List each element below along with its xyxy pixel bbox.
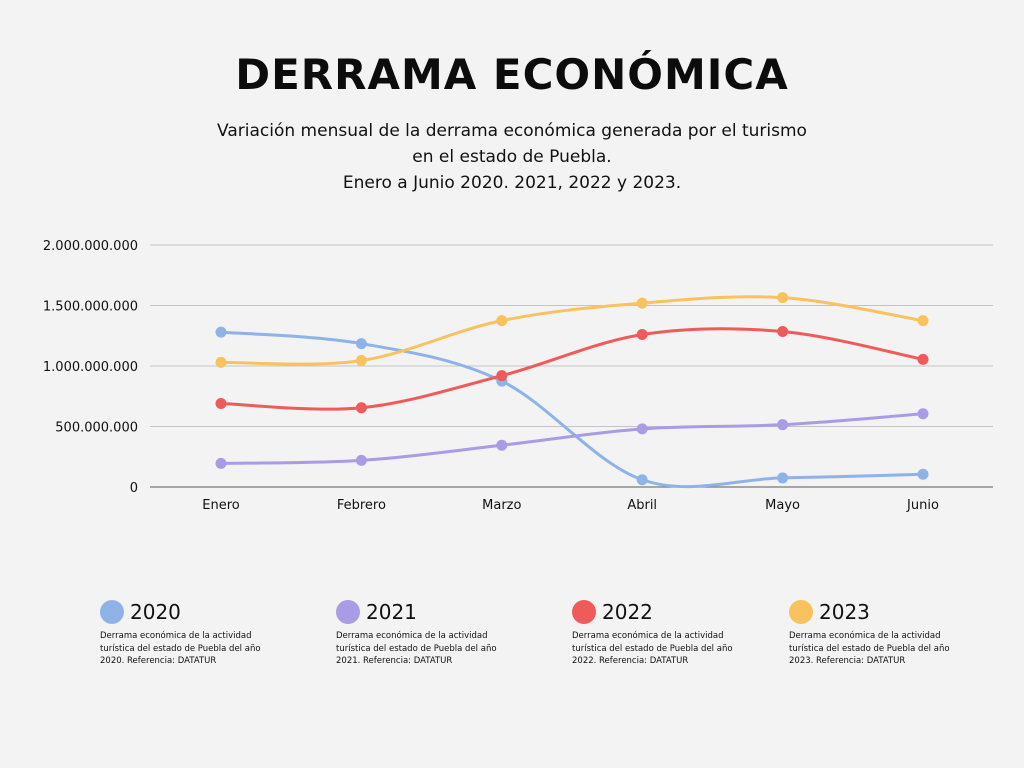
legend-description: Derrama económica de la actividad turíst…: [789, 631, 950, 666]
data-point-2020: [777, 472, 789, 484]
data-point-2023: [917, 315, 929, 327]
legend-color-dot: [789, 600, 813, 624]
data-point-2021: [636, 423, 648, 435]
data-point-2022: [636, 329, 648, 341]
data-point-2023: [355, 355, 367, 367]
subtitle-line: Variación mensual de la derrama económic…: [217, 121, 807, 141]
legend-year: 2022: [602, 600, 653, 624]
y-tick-label: 0: [130, 481, 138, 496]
x-tick-label: Junio: [906, 498, 939, 513]
data-point-2021: [777, 419, 789, 431]
chart-subtitle: Variación mensual de la derrama económic…: [162, 118, 862, 196]
legend-description: Derrama económica de la actividad turíst…: [336, 631, 497, 666]
legend-color-dot: [572, 600, 596, 624]
legend-year: 2021: [366, 600, 417, 624]
legend-color-dot: [336, 600, 360, 624]
data-point-2021: [355, 454, 367, 466]
line-chart: 0 500.000.000 1.000.000.000 1.500.000.000 2.…: [43, 239, 993, 513]
series-line-2020: [219, 330, 925, 489]
legend-year: 2023: [819, 600, 870, 624]
legend-description: Derrama económica de la actividad turíst…: [572, 631, 733, 666]
data-point-2022: [496, 370, 508, 382]
subtitle-line: Enero a Junio 2020. 2021, 2022 y 2023.: [342, 173, 682, 193]
y-tick-label: 1.500.000.000: [43, 300, 138, 315]
data-point-2020: [355, 338, 367, 350]
legend-description: Derrama económica de la actividad turíst…: [100, 631, 261, 666]
legend-item-2021: 2021 Derrama económica de la actividad t…: [336, 600, 516, 668]
legend-year: 2020: [130, 600, 181, 624]
data-point-2023: [496, 315, 508, 327]
data-point-2020: [636, 474, 648, 486]
legend-item-2022: 2022 Derrama económica de la actividad t…: [572, 600, 752, 668]
x-tick-label: Mayo: [765, 498, 800, 513]
data-point-2021: [917, 408, 929, 420]
series-line-2023: [219, 295, 925, 366]
x-tick-label: Enero: [202, 498, 240, 513]
data-point-2023: [215, 356, 227, 368]
data-point-2023: [777, 292, 789, 304]
data-point-2021: [496, 439, 508, 451]
y-tick-label: 500.000.000: [55, 421, 138, 436]
series-line-2021: [219, 412, 925, 465]
subtitle-line: en el estado de Puebla.: [412, 147, 612, 167]
x-tick-label: Marzo: [482, 498, 521, 513]
chart-title: DERRAMA ECONÓMICA: [235, 50, 789, 99]
legend-item-2023: 2023 Derrama económica de la actividad t…: [789, 600, 969, 668]
x-tick-label: Abril: [627, 498, 657, 513]
data-point-2023: [636, 297, 648, 309]
data-point-2020: [215, 326, 227, 338]
y-tick-label: 2.000.000.000: [43, 239, 138, 254]
data-point-2022: [215, 398, 227, 410]
data-point-2022: [355, 402, 367, 414]
data-point-2022: [917, 353, 929, 365]
legend-item-2020: 2020 Derrama económica de la actividad t…: [100, 600, 280, 668]
y-tick-label: 1.000.000.000: [43, 360, 138, 375]
data-point-2022: [777, 326, 789, 338]
data-point-2020: [917, 468, 929, 480]
data-point-2021: [215, 457, 227, 469]
series-line-2022: [219, 327, 925, 411]
x-tick-label: Febrero: [337, 498, 386, 513]
legend-color-dot: [100, 600, 124, 624]
